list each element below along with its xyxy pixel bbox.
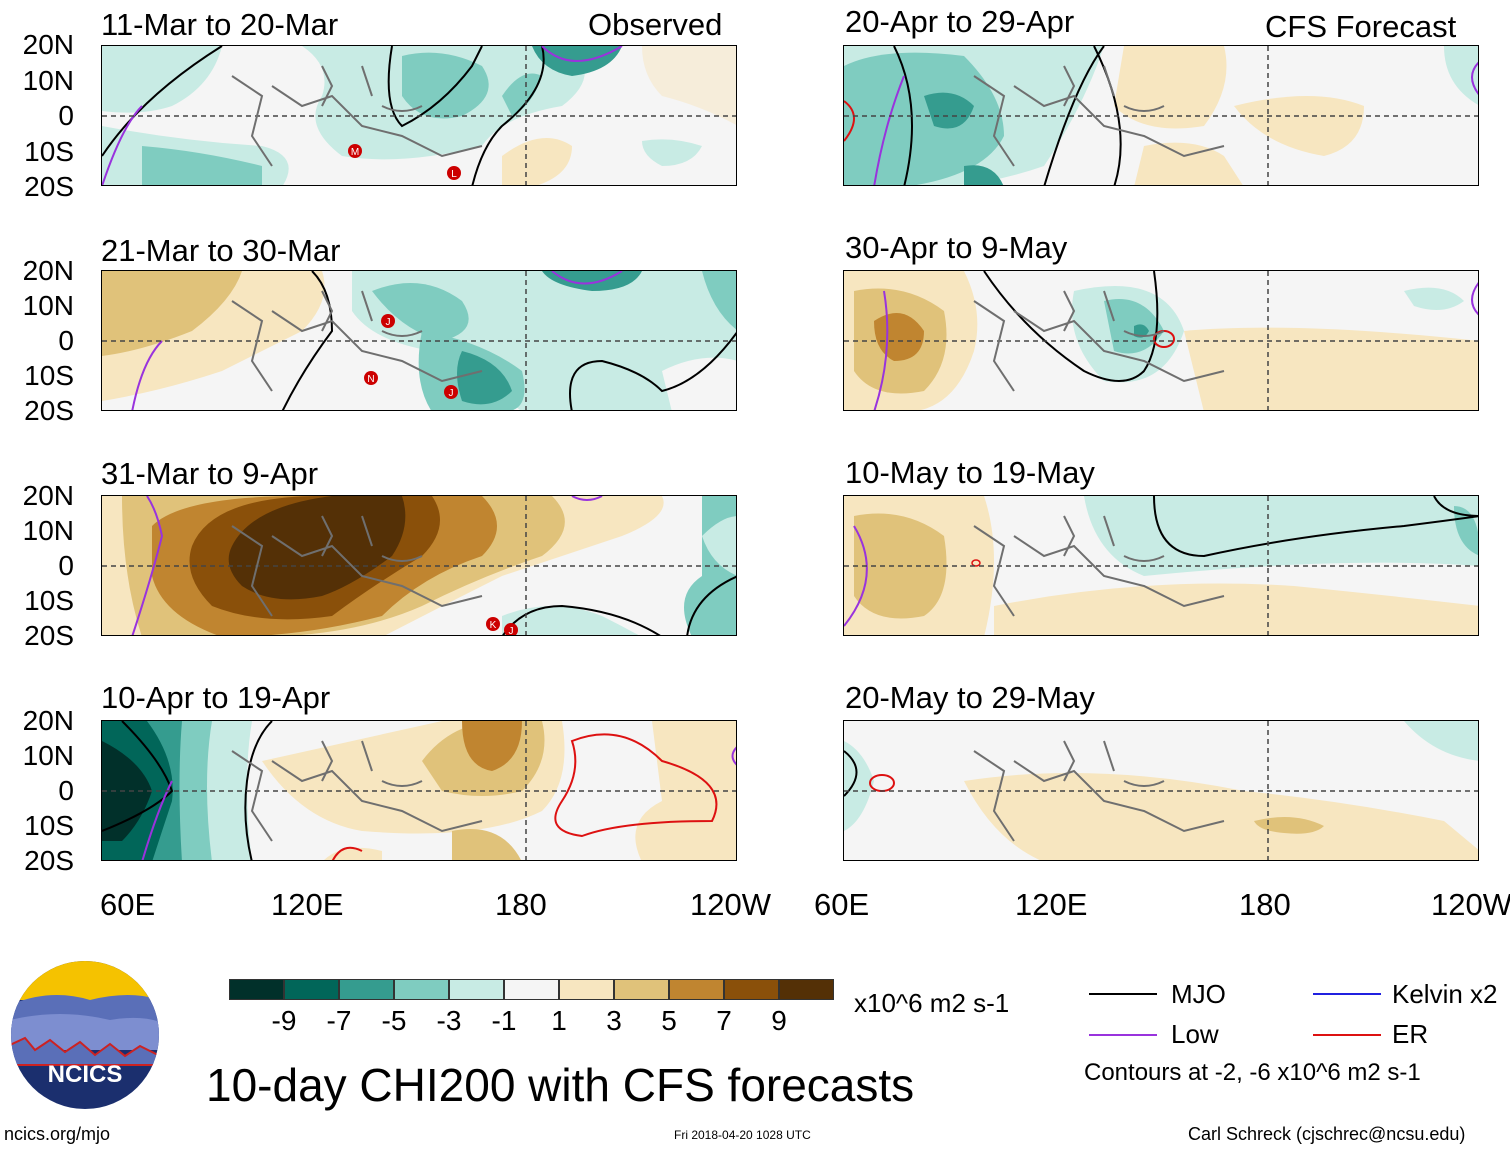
lat-label: 20S: [24, 845, 74, 876]
colorbar-swatch: [229, 979, 284, 1000]
lon-label: 120W: [1431, 887, 1510, 922]
colorbar-swatch: [284, 979, 339, 1000]
svg-text:M: M: [351, 147, 359, 158]
storm-icon: J: [381, 314, 395, 328]
svg-text:J: J: [449, 388, 454, 399]
colorbar-tick: 3: [606, 1005, 622, 1036]
panel-title-right-4: 20-May to 29-May: [845, 680, 1095, 715]
lat-label: 10N: [22, 65, 74, 96]
panel-title-left-3: 31-Mar to 9-Apr: [101, 456, 319, 491]
lat-label: 20N: [22, 705, 74, 736]
colorbar-tick: -3: [436, 1005, 462, 1036]
lon-label: 180: [495, 887, 547, 922]
panel-title-right-1: 20-Apr to 29-Apr: [845, 4, 1075, 39]
lat-label: 10S: [24, 360, 74, 391]
legend-line-low: [1089, 1034, 1157, 1036]
storm-icon: M: [348, 144, 362, 158]
lat-label: 10N: [22, 515, 74, 546]
legend-label-kelvin: Kelvin x2: [1392, 979, 1498, 1009]
colorbar-swatch: [504, 979, 559, 1000]
lat-label: 0: [58, 100, 74, 131]
storm-icon: N: [364, 371, 378, 385]
map-panel-right-1: [843, 45, 1479, 186]
map-panel-right-2: [843, 270, 1479, 411]
map-panel-left-2: J N J: [101, 270, 737, 411]
colorbar-tick: 7: [716, 1005, 732, 1036]
colorbar-tick: -9: [271, 1005, 297, 1036]
storm-icon: J: [504, 623, 518, 636]
lon-label: 60E: [814, 887, 870, 922]
colorbar-swatch: [559, 979, 614, 1000]
observed-label: Observed: [588, 7, 723, 42]
lat-label: 10N: [22, 740, 74, 771]
svg-text:K: K: [490, 620, 497, 631]
footer-timestamp: Fri 2018-04-20 1028 UTC: [674, 1128, 811, 1142]
colorbar-swatch: [339, 979, 394, 1000]
lat-label: 10S: [24, 810, 74, 841]
map-panel-right-3: [843, 495, 1479, 636]
colorbar-swatch: [614, 979, 669, 1000]
legend-line-kelvin: [1313, 993, 1381, 995]
lat-label: 20N: [22, 29, 74, 60]
footer-credit: Carl Schreck (cjschrec@ncsu.edu): [1188, 1124, 1466, 1144]
svg-text:NCICS: NCICS: [48, 1061, 123, 1088]
lon-label: 120E: [271, 887, 344, 922]
lon-label: 180: [1239, 887, 1291, 922]
legend-line-mjo: [1089, 993, 1157, 995]
legend-label-er: ER: [1392, 1019, 1429, 1049]
colorbar-tick: 5: [661, 1005, 677, 1036]
svg-text:J: J: [386, 317, 391, 328]
panel-title-right-3: 10-May to 19-May: [845, 455, 1095, 490]
svg-text:L: L: [451, 169, 457, 180]
lat-label: 20N: [22, 255, 74, 286]
legend-label-mjo: MJO: [1171, 979, 1226, 1009]
lat-label: 10S: [24, 585, 74, 616]
lat-label: 20S: [24, 395, 74, 426]
colorbar-tick: -7: [326, 1005, 352, 1036]
legend-line-er: [1313, 1034, 1381, 1036]
lat-label: 20N: [22, 480, 74, 511]
panel-title-left-1: 11-Mar to 20-Mar: [101, 7, 339, 42]
map-panel-right-4: [843, 720, 1479, 861]
lat-label: 20S: [24, 620, 74, 651]
lon-label: 120W: [690, 887, 771, 922]
colorbar-swatch: [449, 979, 504, 1000]
lat-label: 10S: [24, 136, 74, 167]
map-panel-left-3: K J: [101, 495, 737, 636]
footer-url[interactable]: ncics.org/mjo: [4, 1124, 111, 1144]
storm-icon: K: [486, 617, 500, 631]
map-panel-left-4: [101, 720, 737, 861]
panel-title-left-2: 21-Mar to 30-Mar: [101, 233, 341, 268]
svg-text:J: J: [509, 626, 514, 636]
svg-text:N: N: [367, 374, 374, 385]
colorbar-units: x10^6 m2 s-1: [854, 988, 1010, 1018]
map-panel-left-1: M L: [101, 45, 737, 186]
colorbar-swatch: [779, 979, 834, 1000]
ncics-logo: NCICS: [10, 960, 160, 1110]
colorbar-swatch: [394, 979, 449, 1000]
colorbar-swatch: [724, 979, 779, 1000]
lat-label: 0: [58, 550, 74, 581]
panel-title-left-4: 10-Apr to 19-Apr: [101, 680, 331, 715]
legend-label-low: Low: [1171, 1019, 1219, 1049]
lon-label: 120E: [1015, 887, 1088, 922]
storm-icon: L: [447, 166, 461, 180]
lat-label: 10N: [22, 290, 74, 321]
colorbar-tick: -5: [381, 1005, 407, 1036]
lat-label: 20S: [24, 171, 74, 202]
cfs-forecast-label: CFS Forecast: [1265, 9, 1457, 44]
panel-title-right-2: 30-Apr to 9-May: [845, 230, 1068, 265]
lon-label: 60E: [100, 887, 156, 922]
colorbar-swatch: [669, 979, 724, 1000]
contours-note: Contours at -2, -6 x10^6 m2 s-1: [1084, 1059, 1421, 1086]
colorbar-tick: 9: [771, 1005, 787, 1036]
colorbar-tick: -1: [491, 1005, 517, 1036]
lat-label: 0: [58, 775, 74, 806]
lat-label: 0: [58, 325, 74, 356]
colorbar-tick: 1: [551, 1005, 567, 1036]
storm-icon: J: [444, 385, 458, 399]
main-title: 10-day CHI200 with CFS forecasts: [206, 1059, 915, 1111]
